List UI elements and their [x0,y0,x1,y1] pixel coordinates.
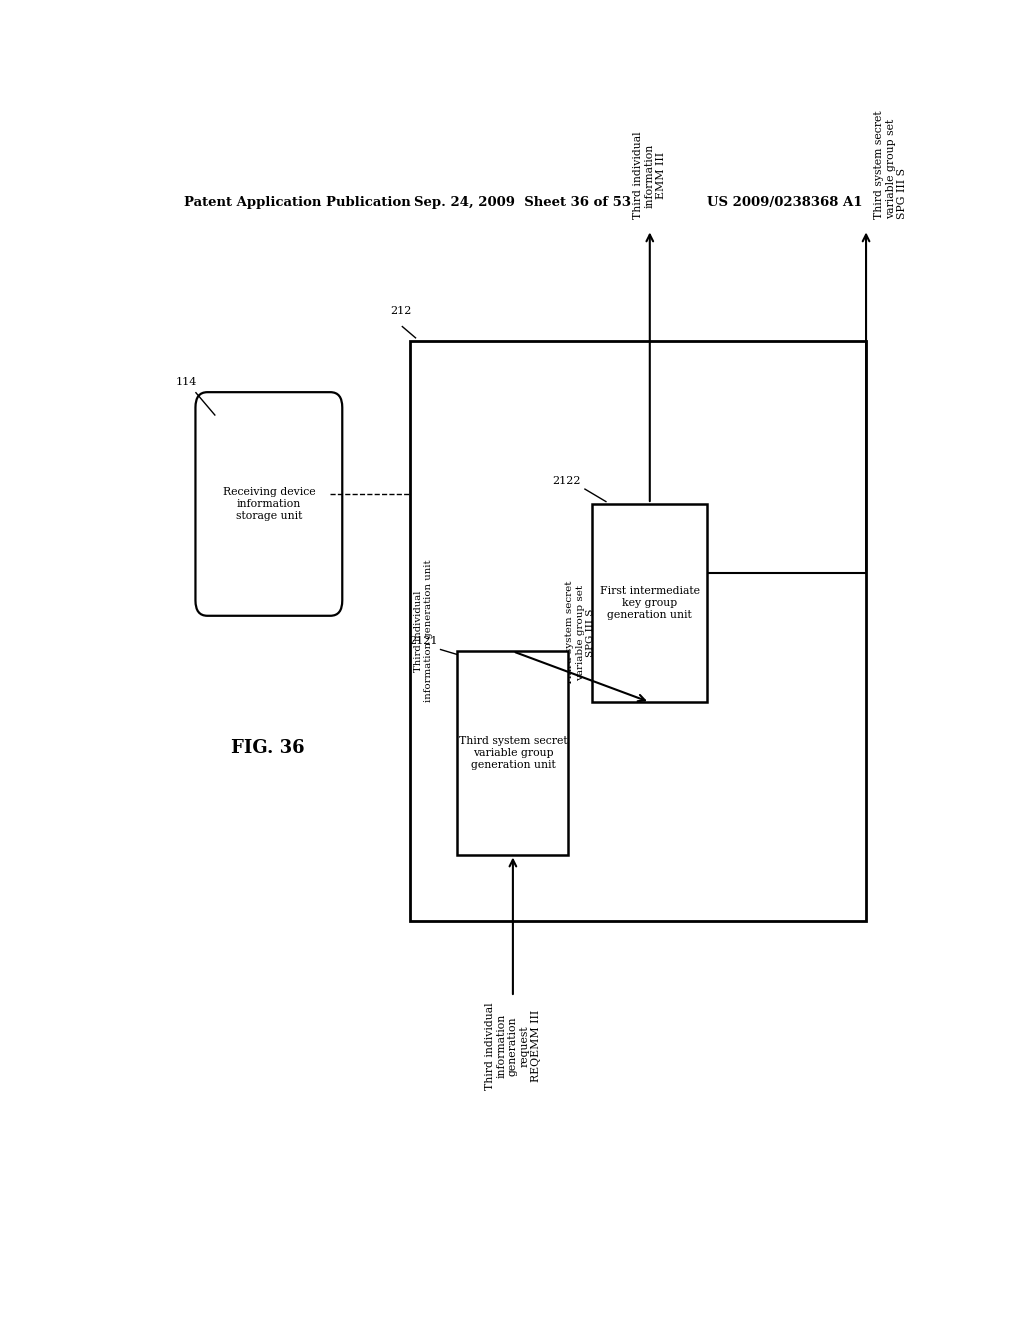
Text: Third system secret
variable group set
SPG III S: Third system secret variable group set S… [565,581,595,685]
Text: 2121: 2121 [410,636,438,647]
Text: Third individual
information generation unit: Third individual information generation … [414,560,433,702]
Bar [592,504,708,702]
Text: 212: 212 [390,306,412,315]
Text: First intermediate
key group
generation unit: First intermediate key group generation … [600,586,699,619]
Bar [458,651,568,854]
Text: FIG. 36: FIG. 36 [231,739,305,756]
Text: 2122: 2122 [553,475,581,486]
Text: Patent Application Publication: Patent Application Publication [183,195,411,209]
Text: Third individual
information
EMM III: Third individual information EMM III [633,132,667,219]
Text: Third system secret
variable group set
SPG III S: Third system secret variable group set S… [873,111,907,219]
Text: Third system secret
variable group
generation unit: Third system secret variable group gener… [459,737,567,770]
Text: 114: 114 [176,378,197,387]
Text: Sep. 24, 2009  Sheet 36 of 53: Sep. 24, 2009 Sheet 36 of 53 [414,195,631,209]
Text: Third individual
information
generation
request
REQEMM III: Third individual information generation … [484,1002,541,1089]
Text: US 2009/0238368 A1: US 2009/0238368 A1 [708,195,863,209]
Text: Receiving device
information
storage unit: Receiving device information storage uni… [222,487,315,520]
FancyBboxPatch shape [196,392,342,616]
Bar [410,342,866,921]
